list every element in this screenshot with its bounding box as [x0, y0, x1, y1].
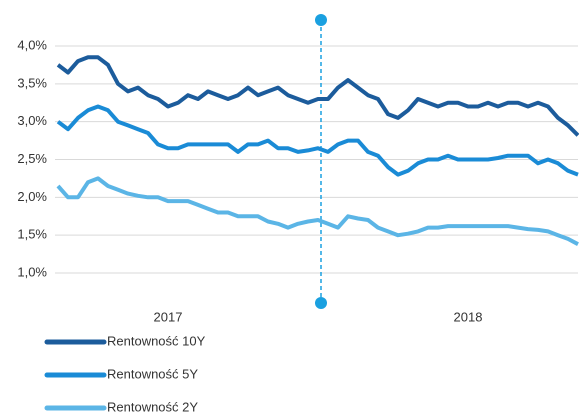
divider-marker — [315, 297, 327, 309]
y-tick-label: 1,0% — [17, 264, 47, 279]
y-tick-label: 3,5% — [17, 75, 47, 90]
y-tick-label: 4,0% — [17, 37, 47, 52]
y-tick-label: 1,5% — [17, 227, 47, 242]
y-tick-label: 2,0% — [17, 189, 47, 204]
divider-marker — [315, 14, 327, 26]
series-line — [56, 55, 579, 137]
legend-label: Rentowność 5Y — [107, 366, 198, 381]
y-tick-label: 2,5% — [17, 151, 47, 166]
y-tick-label: 3,0% — [17, 113, 47, 128]
series-line — [56, 104, 579, 177]
x-tick-label: 2018 — [454, 309, 483, 324]
legend-label: Rentowność 10Y — [107, 333, 206, 348]
x-tick-label: 2017 — [154, 309, 183, 324]
series-line — [56, 176, 579, 246]
legend-label: Rentowność 2Y — [107, 399, 198, 414]
